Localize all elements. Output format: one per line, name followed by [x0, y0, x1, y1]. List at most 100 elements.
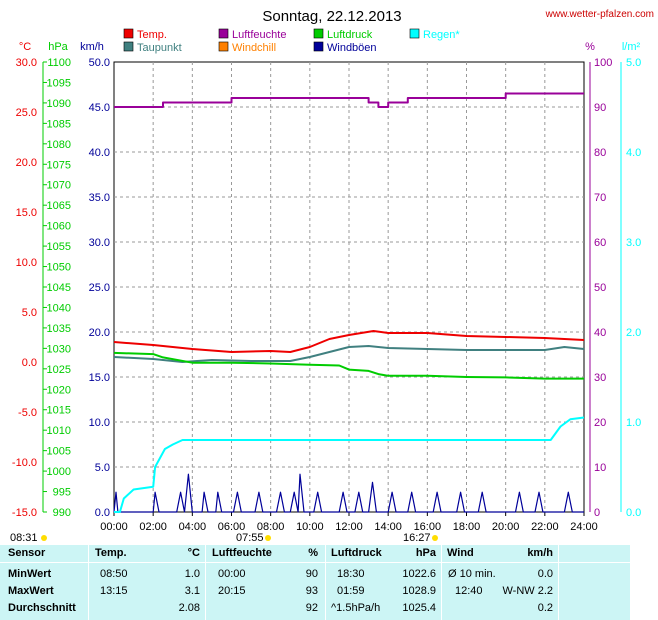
- chart-title: Sonntag, 22.12.2013: [262, 8, 401, 25]
- rain-unit-label: l/m²: [622, 41, 641, 53]
- rain-tick-label: 0.0: [626, 507, 641, 519]
- x-tick-label: 20:00: [492, 521, 520, 533]
- stats-divider-2: [205, 545, 206, 620]
- humidity-tick-label: 50: [594, 282, 606, 294]
- stats-wind-value: 0.0: [537, 568, 553, 580]
- humidity-tick-label: 100: [594, 57, 612, 69]
- humidity-tick-label: 10: [594, 462, 606, 474]
- stats-press-time: 18:30: [337, 568, 365, 580]
- stats-hum-time: 20:15: [218, 585, 246, 597]
- legend-label: Temp.: [137, 29, 167, 41]
- pressure-tick-label: 1010: [47, 425, 71, 437]
- humidity-tick-label: 0: [594, 507, 600, 519]
- sunset-icon: [432, 535, 438, 541]
- pressure-tick-label: 1045: [47, 282, 71, 294]
- temp-tick-label: 30.0: [16, 57, 37, 69]
- legend-label: Windchill: [232, 42, 276, 54]
- pressure-tick-label: 1040: [47, 302, 71, 314]
- pressure-tick-label: 1035: [47, 323, 71, 335]
- x-tick-label: 24:00: [570, 521, 598, 533]
- legend-swatch: [313, 28, 324, 39]
- stats-wind-time: Ø 10 min.: [448, 568, 496, 580]
- x-tick-label: 16:00: [414, 521, 442, 533]
- temp-tick-label: -15.0: [12, 507, 37, 519]
- stats-row-label: MinWert: [8, 568, 52, 580]
- x-tick-label: 14:00: [374, 521, 402, 533]
- wind-tick-label: 35.0: [89, 192, 110, 204]
- pressure-tick-label: 1070: [47, 180, 71, 192]
- wind-tick-label: 40.0: [89, 147, 110, 159]
- civil-dawn-label: 08:31: [10, 532, 38, 544]
- pressure-tick-label: 1050: [47, 262, 71, 274]
- stats-divider-4: [441, 545, 442, 620]
- legend-label: Luftdruck: [327, 29, 373, 41]
- rain-tick-label: 3.0: [626, 237, 641, 249]
- stats-header-sensor: Sensor: [8, 547, 46, 559]
- wind-tick-label: 0.0: [95, 507, 110, 519]
- x-tick-label: 10:00: [296, 521, 324, 533]
- website-link[interactable]: www.wetter-pfalzen.com: [545, 9, 654, 20]
- x-tick-label: 18:00: [453, 521, 481, 533]
- stats-temp-value: 2.08: [178, 602, 200, 614]
- temp-tick-label: 0.0: [22, 357, 37, 369]
- sunrise-label: 07:55: [236, 532, 264, 544]
- series-windboeen: [113, 473, 584, 513]
- stats-row-label: Durchschnitt: [8, 602, 76, 614]
- stats-header-temp: Temp.: [95, 547, 127, 559]
- humidity-tick-label: 20: [594, 417, 606, 429]
- x-tick-label: 22:00: [531, 521, 559, 533]
- rain-tick-label: 1.0: [626, 417, 641, 429]
- grid: [114, 62, 584, 512]
- pressure-tick-label: 1025: [47, 364, 71, 376]
- pressure-tick-label: 1065: [47, 200, 71, 212]
- stats-press-value: 1028.9: [402, 585, 436, 597]
- pressure-tick-label: 1030: [47, 343, 71, 355]
- stats-temp-value: 1.0: [184, 568, 200, 580]
- temp-tick-label: 5.0: [22, 307, 37, 319]
- x-tick-label: 06:00: [218, 521, 246, 533]
- temp-tick-label: 15.0: [16, 207, 37, 219]
- pressure-tick-label: 1015: [47, 405, 71, 417]
- stats-press-time: 01:59: [337, 585, 365, 597]
- pressure-tick-label: 1060: [47, 221, 71, 233]
- legend-swatch: [123, 41, 134, 52]
- wind-tick-label: 15.0: [89, 372, 110, 384]
- stats-header-press-unit: hPa: [415, 547, 436, 559]
- weather-chart: Sonntag, 22.12.2013 www.wetter-pfalzen.c…: [10, 8, 654, 544]
- wind-tick-label: 5.0: [95, 462, 110, 474]
- legend-swatch: [218, 41, 229, 52]
- civil-dawn-icon: [41, 535, 47, 541]
- stats-hum-value: 90: [305, 568, 318, 580]
- stats-row-label: MaxWert: [8, 585, 54, 597]
- temp-tick-label: 10.0: [16, 257, 37, 269]
- pressure-tick-label: 1005: [47, 446, 71, 458]
- pressure-tick-label: 1000: [47, 466, 71, 478]
- stats-table: Sensor Temp. °C Luftfeuchte % Luftdruck …: [0, 545, 630, 620]
- rain-tick-label: 2.0: [626, 327, 641, 339]
- temp-tick-label: 20.0: [16, 157, 37, 169]
- x-tick-label: 04:00: [179, 521, 207, 533]
- legend-label: Windböen: [327, 42, 377, 54]
- pressure-tick-label: 1075: [47, 159, 71, 171]
- stats-hum-time: 00:00: [218, 568, 246, 580]
- series-luftdruck: [113, 351, 584, 380]
- series-regen: [114, 416, 585, 513]
- x-tick-label: 02:00: [139, 521, 167, 533]
- stats-press-time: ^1.5hPa/h: [331, 602, 381, 614]
- stats-divider-5: [558, 545, 559, 620]
- x-tick-label: 00:00: [100, 521, 128, 533]
- pressure-tick-label: 1020: [47, 384, 71, 396]
- legend-swatch: [123, 28, 134, 39]
- stats-header-wind-unit: km/h: [527, 547, 553, 559]
- stats-hum-value: 93: [305, 585, 318, 597]
- x-tick-label: 08:00: [257, 521, 285, 533]
- sunset-label: 16:27: [403, 532, 431, 544]
- stats-press-value: 1022.6: [402, 568, 436, 580]
- temp-tick-label: -5.0: [18, 407, 37, 419]
- wind-tick-label: 45.0: [89, 102, 110, 114]
- rain-tick-label: 5.0: [626, 57, 641, 69]
- x-tick-label: 12:00: [335, 521, 363, 533]
- pressure-tick-label: 995: [53, 487, 71, 499]
- stats-temp-time: 13:15: [100, 585, 128, 597]
- stats-temp-time: 08:50: [100, 568, 128, 580]
